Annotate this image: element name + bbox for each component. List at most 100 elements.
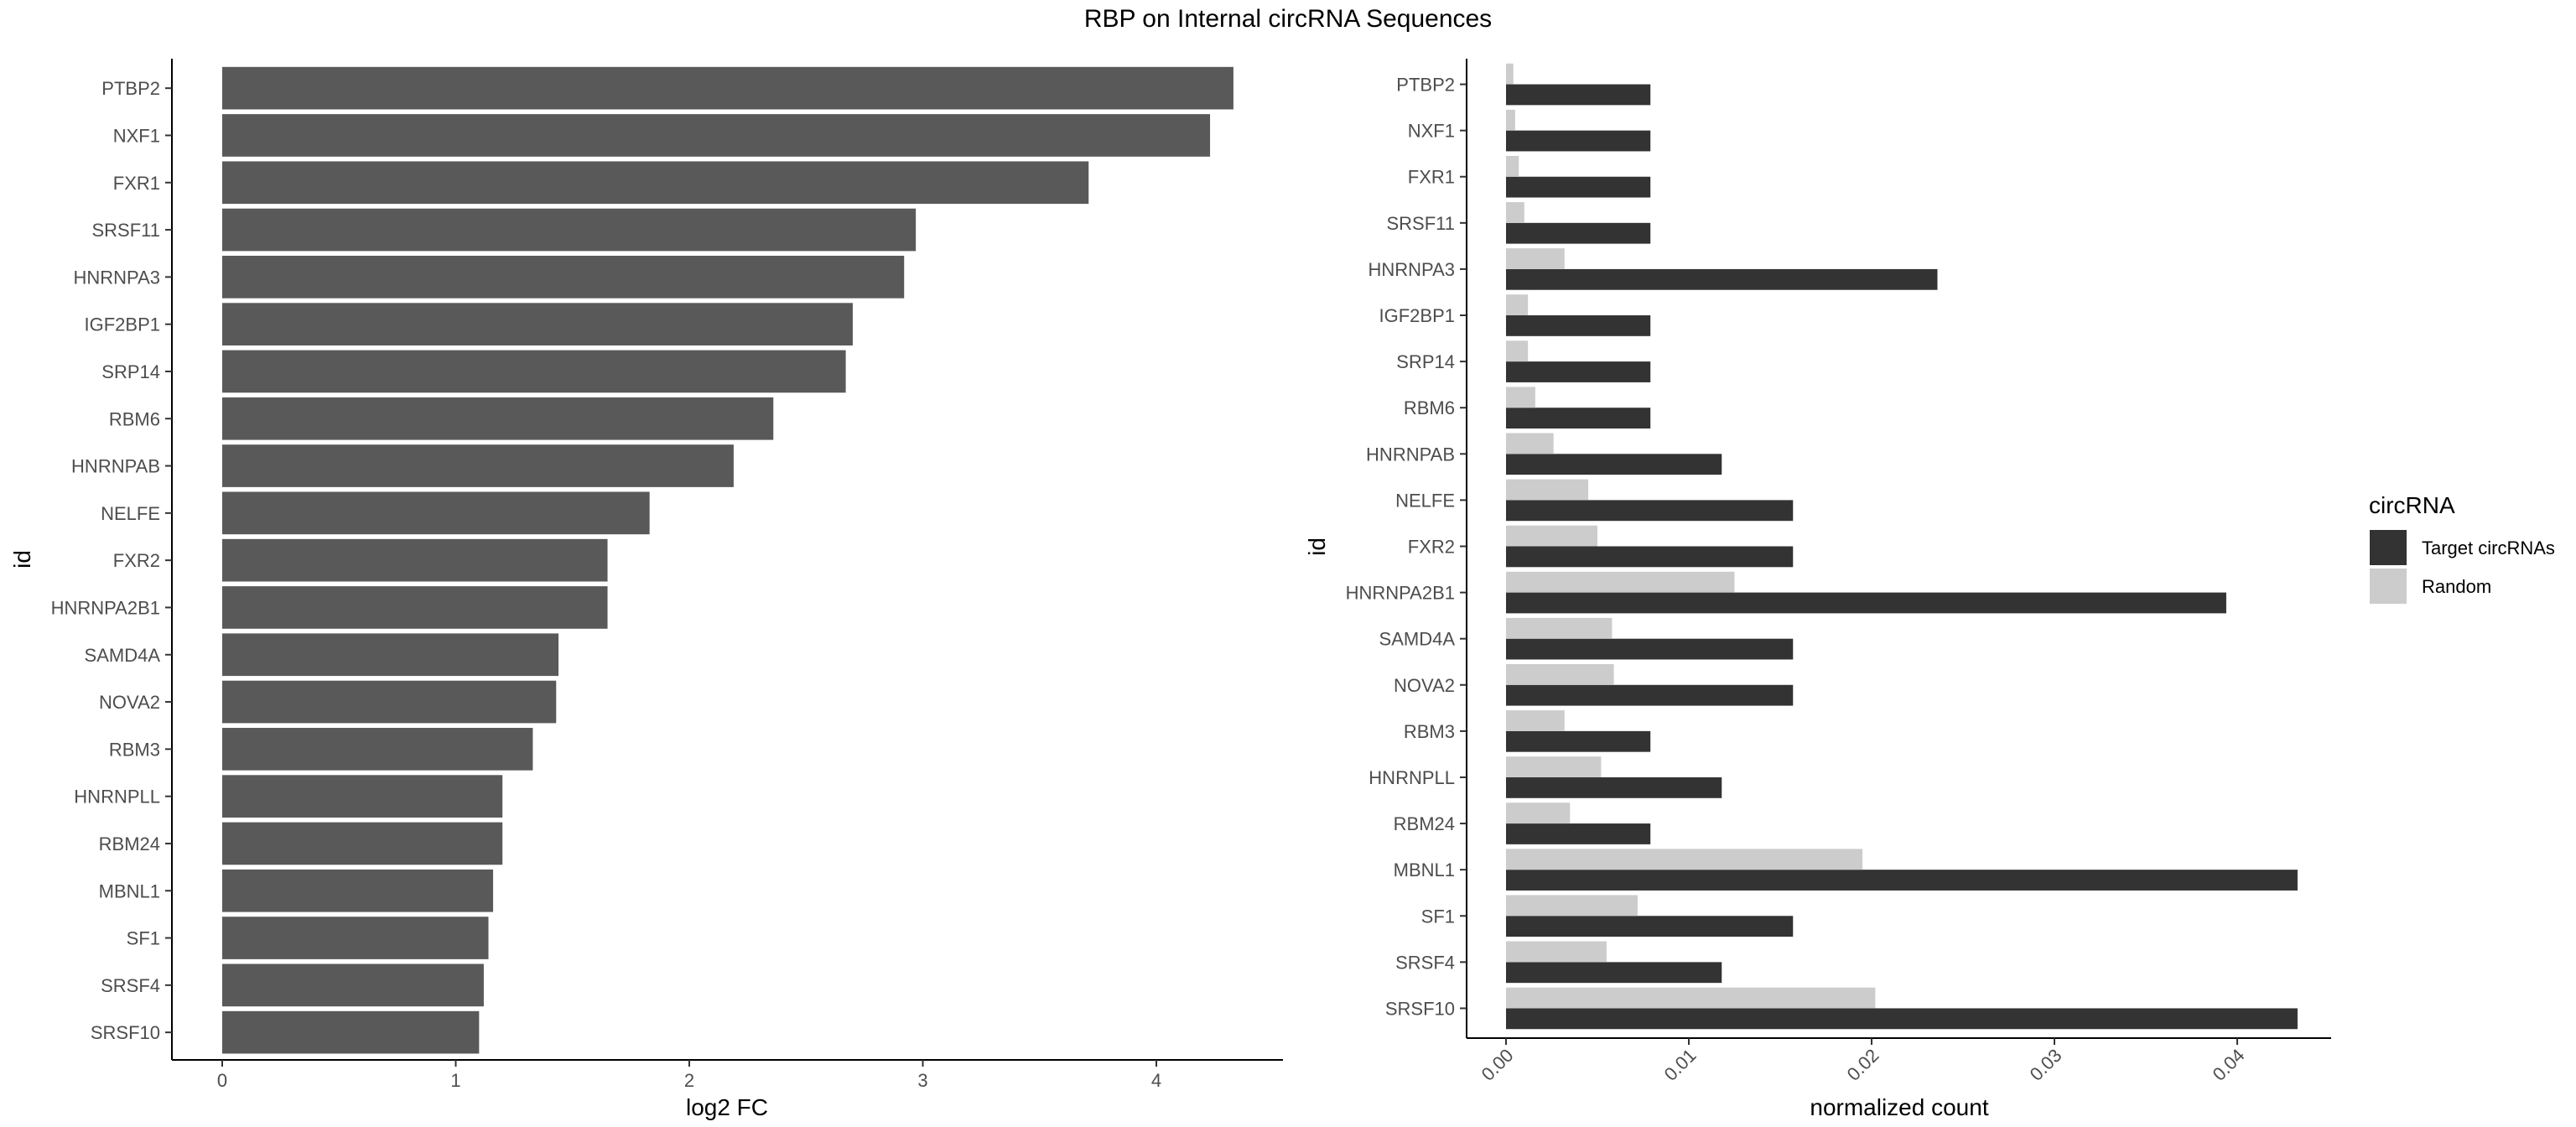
y-tick-label-hnrnpab: HNRNPAB (71, 456, 160, 477)
bar-rbm3-target-circrnas (1506, 730, 1651, 752)
bar-nxf1-random (1506, 109, 1515, 131)
bar-nxf1 (222, 114, 1211, 157)
bar-srsf10-target-circrnas (1506, 1008, 2298, 1030)
y-tick-label-hnrnpll: HNRNPLL (74, 787, 160, 808)
bar-hnrnpa3-target-circrnas (1506, 268, 1938, 290)
bar-srsf10-random (1506, 987, 1876, 1009)
y-tick-label-sf1: SF1 (1421, 906, 1455, 927)
bar-mbnl1 (222, 869, 494, 912)
legend: circRNA Target circRNAs Random (2369, 492, 2555, 604)
bar-samd4a-target-circrnas (1506, 638, 1794, 660)
bar-rbm24 (222, 822, 503, 865)
y-tick-label-igf2bp1: IGF2BP1 (85, 314, 160, 335)
bar-fxr2-target-circrnas (1506, 546, 1794, 568)
normalized-count-panel: PTBP2 NXF1 FXR1 SRSF11 HNRNPA3 IGF2BP1 SRP14 RB… (1304, 59, 2331, 1120)
y-tick-label-samd4a: SAMD4A (85, 645, 161, 666)
y-tick-label-rbm3: RBM3 (1404, 721, 1455, 742)
y-tick-label-srsf11: SRSF11 (91, 220, 160, 241)
y-tick-label-fxr1: FXR1 (1408, 167, 1455, 188)
bar-nelfe-target-circrnas (1506, 500, 1794, 522)
bar-hnrnpa2b1 (222, 586, 608, 629)
bar-hnrnpll-target-circrnas (1506, 776, 1722, 798)
bar-srsf10 (222, 1010, 480, 1054)
x-tick-label-3: 3 (917, 1070, 927, 1091)
y-tick-label-igf2bp1: IGF2BP1 (1379, 305, 1455, 326)
y-tick-label-nova2: NOVA2 (1394, 675, 1455, 696)
y-tick-label-mbnl1: MBNL1 (1394, 860, 1455, 880)
bar-mbnl1-random (1506, 849, 1863, 870)
y-tick-label-hnrnpa2b1: HNRNPA2B1 (51, 597, 160, 618)
bar-hnrnpab-random (1506, 433, 1554, 454)
bar-nelfe (222, 491, 650, 535)
bar-nelfe-random (1506, 479, 1589, 501)
y-tick-label-srp14: SRP14 (101, 361, 160, 382)
bar-hnrnpab (222, 444, 734, 487)
bar-hnrnpa2b1-target-circrnas (1506, 592, 2226, 614)
figure-title: RBP on Internal circRNA Sequences (1083, 5, 1493, 33)
bar-hnrnpa2b1-random (1506, 571, 1735, 593)
y-tick-label-nelfe: NELFE (1395, 490, 1455, 511)
y-tick-label-srsf11: SRSF11 (1386, 213, 1455, 234)
x-tick-label-0-01: 0.01 (1660, 1045, 1701, 1085)
bar-hnrnpab-target-circrnas (1506, 454, 1722, 475)
y-tick-label-nxf1: NXF1 (1408, 121, 1455, 142)
bar-hnrnpa3 (222, 256, 905, 299)
y-tick-label-srsf10: SRSF10 (91, 1022, 160, 1043)
y-tick-label-rbm3: RBM3 (109, 739, 160, 760)
x-tick-label-4: 4 (1151, 1070, 1161, 1091)
bar-srsf4 (222, 963, 484, 1007)
bar-srp14-random (1506, 340, 1529, 362)
x-tick-label-1: 1 (450, 1070, 460, 1091)
y-tick-label-ptbp2: PTBP2 (1396, 75, 1455, 96)
legend-key-random (2370, 569, 2407, 604)
y-tick-label-fxr2: FXR2 (1408, 537, 1455, 558)
bar-srp14 (222, 350, 846, 393)
y-axis-title: id (1304, 538, 1330, 556)
bar-igf2bp1-random (1506, 294, 1529, 316)
legend-label-target-circrnas: Target circRNAs (2422, 538, 2555, 558)
bar-nxf1-target-circrnas (1506, 130, 1651, 152)
bar-fxr1 (222, 161, 1089, 205)
y-tick-label-hnrnpa3: HNRNPA3 (73, 267, 160, 288)
bar-sf1-random (1506, 895, 1638, 917)
bar-samd4a-random (1506, 617, 1613, 639)
x-tick-label-0: 0 (217, 1070, 227, 1091)
x-tick-label-0-00: 0.00 (1478, 1045, 1518, 1085)
y-axis-title: id (9, 550, 35, 569)
bar-rbm6 (222, 397, 774, 440)
bar-rbm6-random (1506, 387, 1535, 408)
bar-srsf11-target-circrnas (1506, 222, 1651, 244)
bar-igf2bp1-target-circrnas (1506, 315, 1651, 336)
legend-title: circRNA (2369, 492, 2455, 518)
legend-key-target-circrnas (2370, 530, 2407, 565)
y-tick-label-hnrnpa2b1: HNRNPA2B1 (1346, 583, 1455, 604)
y-tick-label-nxf1: NXF1 (113, 125, 160, 146)
y-tick-label-fxr2: FXR2 (113, 550, 160, 571)
bar-fxr2 (222, 538, 608, 582)
y-tick-label-samd4a: SAMD4A (1379, 629, 1456, 650)
bar-srsf11-random (1506, 202, 1524, 223)
bar-rbm24-target-circrnas (1506, 823, 1651, 844)
bar-ptbp2-random (1506, 63, 1514, 85)
bar-rbm24-random (1506, 802, 1571, 824)
bar-fxr2-random (1506, 525, 1597, 547)
y-tick-label-srsf4: SRSF4 (101, 975, 160, 996)
bar-srsf11 (222, 208, 917, 252)
bar-fxr1-random (1506, 155, 1519, 177)
y-tick-label-hnrnpll: HNRNPLL (1368, 767, 1455, 788)
bar-rbm3-random (1506, 710, 1565, 731)
bar-srsf4-random (1506, 941, 1607, 963)
bar-igf2bp1 (222, 303, 853, 345)
y-tick-label-rbm6: RBM6 (109, 408, 160, 429)
bar-rbm6-target-circrnas (1506, 408, 1651, 429)
bar-hnrnpll (222, 775, 503, 818)
x-axis-title: log2 FC (686, 1094, 768, 1120)
y-tick-label-srsf10: SRSF10 (1385, 998, 1455, 1019)
y-tick-label-hnrnpab: HNRNPAB (1366, 444, 1455, 465)
bar-hnrnpa3-random (1506, 248, 1565, 269)
bar-fxr1-target-circrnas (1506, 176, 1651, 198)
y-tick-label-srsf4: SRSF4 (1395, 952, 1455, 973)
bar-sf1 (222, 917, 489, 959)
bar-nova2 (222, 680, 557, 724)
